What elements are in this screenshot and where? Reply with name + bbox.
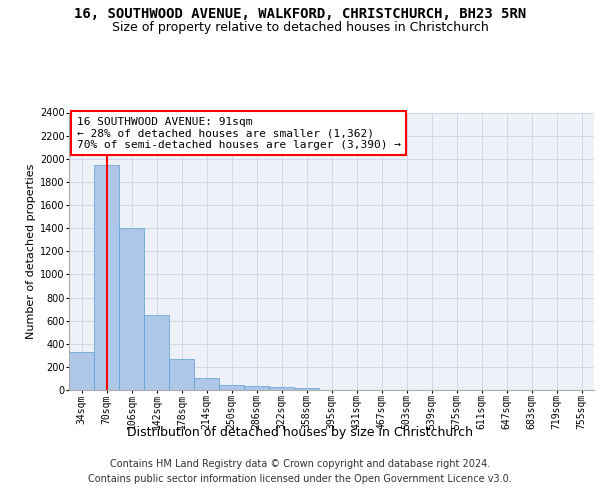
Bar [244,386,269,390]
Y-axis label: Number of detached properties: Number of detached properties [26,164,36,339]
Text: Size of property relative to detached houses in Christchurch: Size of property relative to detached ho… [112,21,488,34]
Bar [269,386,294,390]
Text: 16, SOUTHWOOD AVENUE, WALKFORD, CHRISTCHURCH, BH23 5RN: 16, SOUTHWOOD AVENUE, WALKFORD, CHRISTCH… [74,8,526,22]
Bar [144,315,169,390]
Bar [169,359,194,390]
Bar [94,164,119,390]
Bar [219,385,244,390]
Bar [69,352,94,390]
Text: Distribution of detached houses by size in Christchurch: Distribution of detached houses by size … [127,426,473,439]
Bar [194,378,219,390]
Text: Contains public sector information licensed under the Open Government Licence v3: Contains public sector information licen… [88,474,512,484]
Text: Contains HM Land Registry data © Crown copyright and database right 2024.: Contains HM Land Registry data © Crown c… [110,459,490,469]
Bar [294,388,319,390]
Text: 16 SOUTHWOOD AVENUE: 91sqm
← 28% of detached houses are smaller (1,362)
70% of s: 16 SOUTHWOOD AVENUE: 91sqm ← 28% of deta… [77,116,401,150]
Bar [119,228,144,390]
